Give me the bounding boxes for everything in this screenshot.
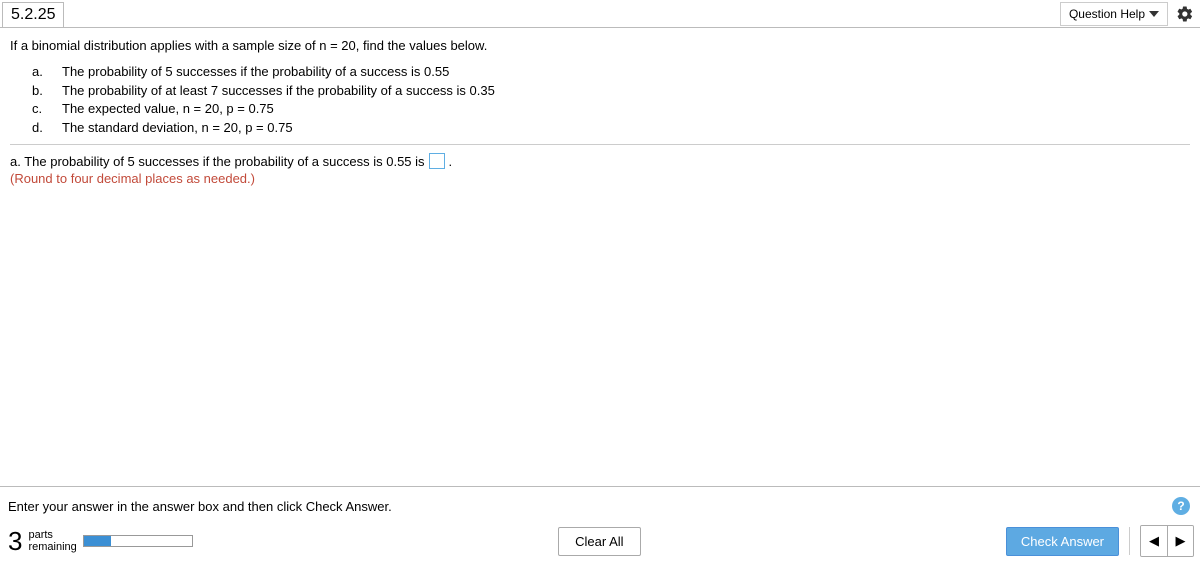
check-answer-button[interactable]: Check Answer	[1006, 527, 1119, 556]
gear-icon	[1176, 5, 1194, 23]
part-text: The probability of 5 successes if the pr…	[62, 63, 449, 81]
progress-bar	[83, 535, 193, 547]
question-help-button[interactable]: Question Help	[1060, 2, 1168, 26]
question-content: If a binomial distribution applies with …	[0, 28, 1200, 186]
top-right-controls: Question Help	[1060, 2, 1196, 26]
part-text: The probability of at least 7 successes …	[62, 82, 495, 100]
question-intro: If a binomial distribution applies with …	[10, 38, 1190, 53]
parts-list: a. The probability of 5 successes if the…	[10, 63, 1190, 136]
list-item: c. The expected value, n = 20, p = 0.75	[32, 100, 1190, 118]
part-label: b.	[32, 82, 62, 100]
parts-remaining: 3 parts remaining	[8, 526, 193, 557]
part-text: The expected value, n = 20, p = 0.75	[62, 100, 274, 118]
clear-all-button[interactable]: Clear All	[558, 527, 640, 556]
next-icon: ▶	[1176, 533, 1186, 549]
prev-button[interactable]: ◀	[1141, 526, 1167, 556]
help-button[interactable]: ?	[1172, 497, 1190, 515]
prompt-suffix: .	[449, 154, 453, 169]
prev-icon: ◀	[1149, 533, 1159, 549]
progress-fill	[84, 536, 111, 546]
parts-count: 3	[8, 526, 22, 557]
separator	[1129, 527, 1130, 555]
part-label: d.	[32, 119, 62, 137]
remaining-word: remaining	[28, 541, 76, 553]
list-item: d. The standard deviation, n = 20, p = 0…	[32, 119, 1190, 137]
divider	[10, 144, 1190, 145]
top-bar: 5.2.25 Question Help	[0, 0, 1200, 28]
answer-prompt: a. The probability of 5 successes if the…	[10, 153, 1190, 169]
nav-group: ◀ ▶	[1140, 525, 1194, 557]
parts-word: parts	[28, 529, 76, 541]
help-icon: ?	[1177, 499, 1184, 513]
footer-instruction: Enter your answer in the answer box and …	[8, 499, 392, 514]
next-button[interactable]: ▶	[1167, 526, 1193, 556]
part-label: c.	[32, 100, 62, 118]
rounding-hint: (Round to four decimal places as needed.…	[10, 171, 1190, 186]
prompt-prefix: a. The probability of 5 successes if the…	[10, 154, 425, 169]
part-label: a.	[32, 63, 62, 81]
list-item: a. The probability of 5 successes if the…	[32, 63, 1190, 81]
footer: Enter your answer in the answer box and …	[0, 486, 1200, 565]
answer-input[interactable]	[429, 153, 445, 169]
chevron-down-icon	[1149, 11, 1159, 17]
question-help-label: Question Help	[1069, 7, 1145, 21]
part-text: The standard deviation, n = 20, p = 0.75	[62, 119, 293, 137]
settings-button[interactable]	[1174, 3, 1196, 25]
list-item: b. The probability of at least 7 success…	[32, 82, 1190, 100]
question-number: 5.2.25	[2, 2, 64, 28]
